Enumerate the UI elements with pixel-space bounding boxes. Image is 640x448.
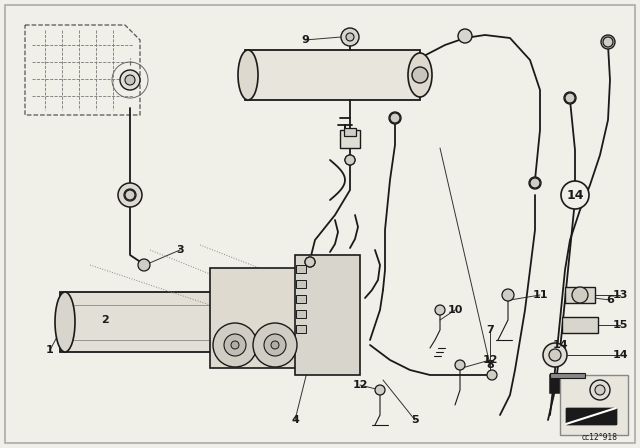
- Ellipse shape: [55, 292, 75, 352]
- Circle shape: [346, 33, 354, 41]
- Bar: [296, 295, 306, 303]
- Circle shape: [572, 287, 588, 303]
- Bar: [296, 325, 306, 333]
- Circle shape: [565, 93, 575, 103]
- Circle shape: [455, 360, 465, 370]
- Circle shape: [502, 289, 514, 301]
- Circle shape: [264, 334, 286, 356]
- Polygon shape: [566, 408, 616, 424]
- Circle shape: [253, 323, 297, 367]
- Text: 6: 6: [606, 295, 614, 305]
- Circle shape: [345, 155, 355, 165]
- Circle shape: [529, 177, 541, 189]
- Bar: [566, 408, 616, 424]
- Bar: [550, 373, 585, 378]
- Circle shape: [601, 35, 615, 49]
- Circle shape: [305, 257, 315, 267]
- Ellipse shape: [228, 292, 248, 352]
- Bar: [344, 128, 356, 136]
- Text: 14: 14: [552, 340, 568, 350]
- Circle shape: [125, 190, 135, 200]
- Circle shape: [125, 75, 135, 85]
- Circle shape: [530, 178, 540, 188]
- Bar: [245, 50, 420, 100]
- Circle shape: [224, 334, 246, 356]
- Circle shape: [487, 370, 497, 380]
- Text: 11: 11: [532, 290, 548, 300]
- Circle shape: [120, 70, 140, 90]
- Bar: [560, 375, 628, 435]
- Text: 2: 2: [101, 315, 109, 325]
- Circle shape: [305, 257, 315, 267]
- Circle shape: [124, 189, 136, 201]
- Circle shape: [603, 37, 613, 47]
- Text: 14: 14: [566, 189, 584, 202]
- Text: 15: 15: [612, 320, 628, 330]
- Circle shape: [543, 343, 567, 367]
- Text: 8: 8: [486, 360, 494, 370]
- Circle shape: [138, 259, 150, 271]
- Bar: [296, 265, 306, 273]
- Circle shape: [590, 380, 610, 400]
- Circle shape: [564, 92, 576, 104]
- Circle shape: [213, 323, 257, 367]
- Text: 9: 9: [301, 35, 309, 45]
- Circle shape: [345, 155, 355, 165]
- Text: 13: 13: [612, 290, 628, 300]
- Bar: [210, 268, 300, 368]
- Bar: [562, 317, 598, 333]
- Circle shape: [435, 305, 445, 315]
- Circle shape: [390, 113, 400, 123]
- Bar: [60, 292, 240, 352]
- Text: cc12°918: cc12°918: [582, 432, 618, 441]
- Bar: [550, 375, 585, 393]
- Circle shape: [561, 181, 589, 209]
- Text: 4: 4: [291, 415, 299, 425]
- Bar: [295, 255, 360, 375]
- Ellipse shape: [238, 50, 258, 100]
- Circle shape: [595, 385, 605, 395]
- Text: 10: 10: [447, 305, 463, 315]
- Circle shape: [341, 28, 359, 46]
- Bar: [340, 130, 360, 148]
- Text: 1: 1: [46, 345, 54, 355]
- Circle shape: [549, 349, 561, 361]
- Circle shape: [375, 385, 385, 395]
- Text: 12: 12: [352, 380, 368, 390]
- Text: 14: 14: [612, 350, 628, 360]
- Circle shape: [389, 112, 401, 124]
- Text: 12: 12: [483, 355, 498, 365]
- Circle shape: [118, 183, 142, 207]
- Circle shape: [458, 29, 472, 43]
- Bar: [296, 280, 306, 288]
- Bar: [296, 310, 306, 318]
- Circle shape: [231, 341, 239, 349]
- Text: 3: 3: [176, 245, 184, 255]
- Ellipse shape: [408, 53, 432, 97]
- Circle shape: [412, 67, 428, 83]
- Bar: [565, 287, 595, 303]
- Circle shape: [271, 341, 279, 349]
- Text: 5: 5: [411, 415, 419, 425]
- Text: 7: 7: [486, 325, 494, 335]
